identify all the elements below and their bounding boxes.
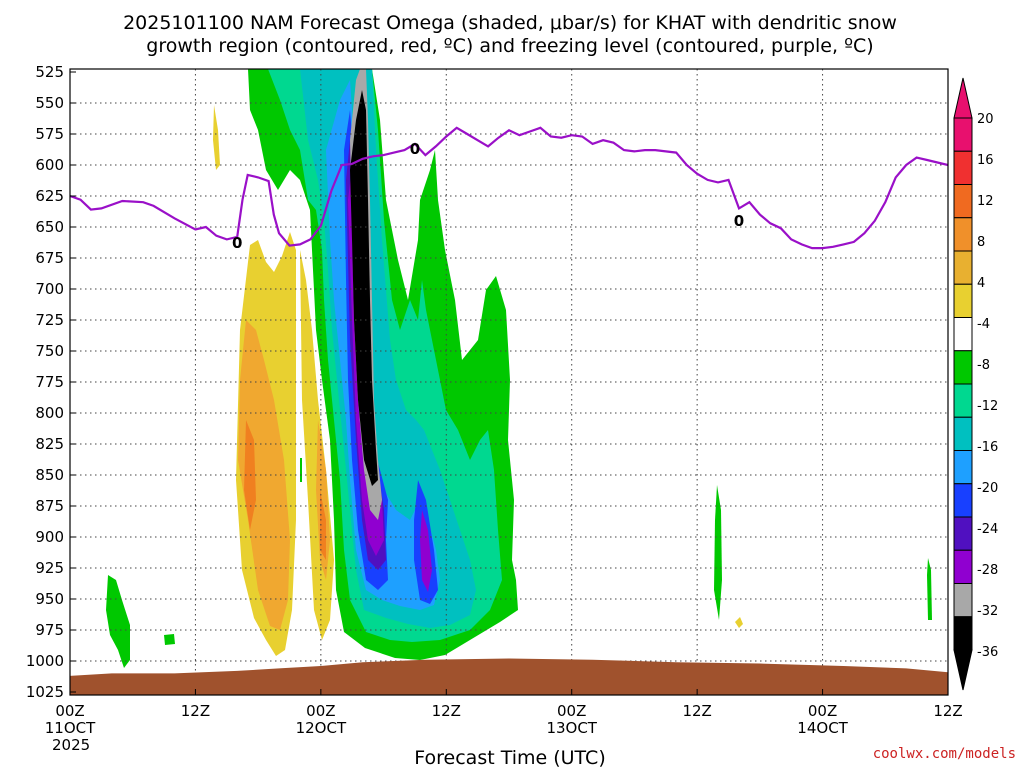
- x-tick-label: 12OCT: [296, 719, 347, 737]
- terrain-fill: [70, 658, 948, 695]
- freezing-level-labels: 0 0 0: [232, 140, 744, 252]
- colorbar-swatch: [953, 117, 973, 152]
- colorbar-swatch: [953, 283, 973, 318]
- y-tick-label: 525: [35, 63, 64, 81]
- x-tick-label: 12Z: [181, 702, 210, 720]
- colorbar-label: -32: [977, 604, 998, 619]
- colorbar-label: 20: [977, 112, 994, 127]
- colorbar-swatch: [953, 150, 973, 185]
- colorbar-label: -36: [977, 645, 998, 660]
- y-tick-label: 700: [35, 280, 64, 298]
- omega-negative-4-small: [164, 634, 175, 645]
- y-tick-label: 875: [35, 497, 64, 515]
- omega-positive-12b: [320, 490, 326, 560]
- colorbar-top-arrow: [953, 77, 973, 119]
- credit-text: coolwx.com/models: [873, 746, 1016, 762]
- colorbar-swatch: [953, 450, 973, 485]
- colorbar-label: -16: [977, 440, 998, 455]
- y-tick-label: 725: [35, 311, 64, 329]
- y-tick-label: 950: [35, 590, 64, 608]
- omega-negative-4-sliver: [300, 458, 302, 482]
- x-tick-label: 14OCT: [797, 719, 848, 737]
- y-tick-label: 1000: [26, 652, 64, 670]
- y-tick-label: 550: [35, 94, 64, 112]
- omega-negative-28b: [420, 510, 432, 592]
- x-tick-label: 2025: [52, 736, 90, 754]
- omega-negative-4-right1: [714, 485, 722, 620]
- omega-negative-4-right2: [927, 558, 932, 620]
- colorbar-swatch: [953, 583, 973, 618]
- x-tick-label: 12Z: [682, 702, 711, 720]
- freezing-level-label: 0: [410, 140, 420, 158]
- grid: [70, 69, 948, 695]
- omega-positive-small: [735, 617, 743, 628]
- omega-positive-8: [238, 320, 290, 630]
- colorbar-label: -12: [977, 399, 998, 414]
- colorbar-swatch: [953, 416, 973, 451]
- colorbar-swatch: [953, 317, 973, 352]
- colorbar-swatch: [953, 483, 973, 518]
- y-tick-label: 750: [35, 342, 64, 360]
- y-tick-label: 625: [35, 187, 64, 205]
- y-tick-label: 575: [35, 125, 64, 143]
- omega-positive-8b: [316, 420, 330, 580]
- colorbar-swatch: [953, 217, 973, 252]
- colorbar-label: -8: [977, 358, 990, 373]
- x-tick-label: 12Z: [933, 702, 962, 720]
- colorbar-label: -20: [977, 481, 998, 496]
- x-tick-label: 12Z: [432, 702, 461, 720]
- y-tick-label: 1025: [26, 683, 64, 701]
- freezing-level-label: 0: [734, 212, 744, 230]
- colorbar-label: 16: [977, 153, 994, 168]
- y-tick-label: 600: [35, 156, 64, 174]
- colorbar-bottom-arrow: [953, 649, 973, 691]
- x-tick-label: 00Z: [557, 702, 586, 720]
- y-tick-label: 650: [35, 218, 64, 236]
- x-tick-label: 00Z: [55, 702, 84, 720]
- colorbar-swatch: [953, 350, 973, 385]
- x-tick-label: 11OCT: [45, 719, 96, 737]
- y-tick-label: 825: [35, 435, 64, 453]
- chart-title-line1: 2025101100 NAM Forecast Omega (shaded, μ…: [123, 12, 897, 34]
- y-tick-label: 675: [35, 249, 64, 267]
- x-tick-label: 00Z: [306, 702, 335, 720]
- colorbar: 20 16 12 8 4 -4 -8 -12 -16 -20 -24 -28 -32 -36: [953, 77, 998, 691]
- y-tick-label: 975: [35, 621, 64, 639]
- y-tick-label: 775: [35, 373, 64, 391]
- y-tick-label: 900: [35, 528, 64, 546]
- y-tick-label: 925: [35, 559, 64, 577]
- x-axis-label: Forecast Time (UTC): [414, 747, 605, 768]
- colorbar-swatch: [953, 516, 973, 551]
- y-tick-label: 800: [35, 404, 64, 422]
- colorbar-swatch: [953, 549, 973, 584]
- chart-title-line2: growth region (contoured, red, ºC) and f…: [146, 35, 873, 57]
- colorbar-label: -28: [977, 563, 998, 578]
- freezing-level-label: 0: [232, 234, 242, 252]
- omega-shading: [106, 69, 932, 668]
- y-axis: 525 550 575 600 625 650 675 700 725 750 775 800 825 8…: [26, 63, 76, 701]
- colorbar-swatch: [953, 250, 973, 285]
- freezing-level-line: [70, 126, 948, 250]
- colorbar-label: -4: [977, 317, 990, 332]
- colorbar-swatch: [953, 616, 973, 651]
- colorbar-swatch: [953, 383, 973, 418]
- omega-positive-4c: [213, 105, 220, 170]
- colorbar-label: -24: [977, 522, 998, 537]
- x-tick-label: 13OCT: [546, 719, 597, 737]
- omega-negative-36: [350, 90, 378, 486]
- colorbar-label: 4: [977, 276, 985, 291]
- y-tick-label: 850: [35, 466, 64, 484]
- colorbar-label: 8: [977, 235, 985, 250]
- x-tick-label: 00Z: [808, 702, 837, 720]
- colorbar-label: 12: [977, 194, 994, 209]
- omega-negative-4-left: [106, 575, 130, 668]
- colorbar-swatch: [953, 184, 973, 219]
